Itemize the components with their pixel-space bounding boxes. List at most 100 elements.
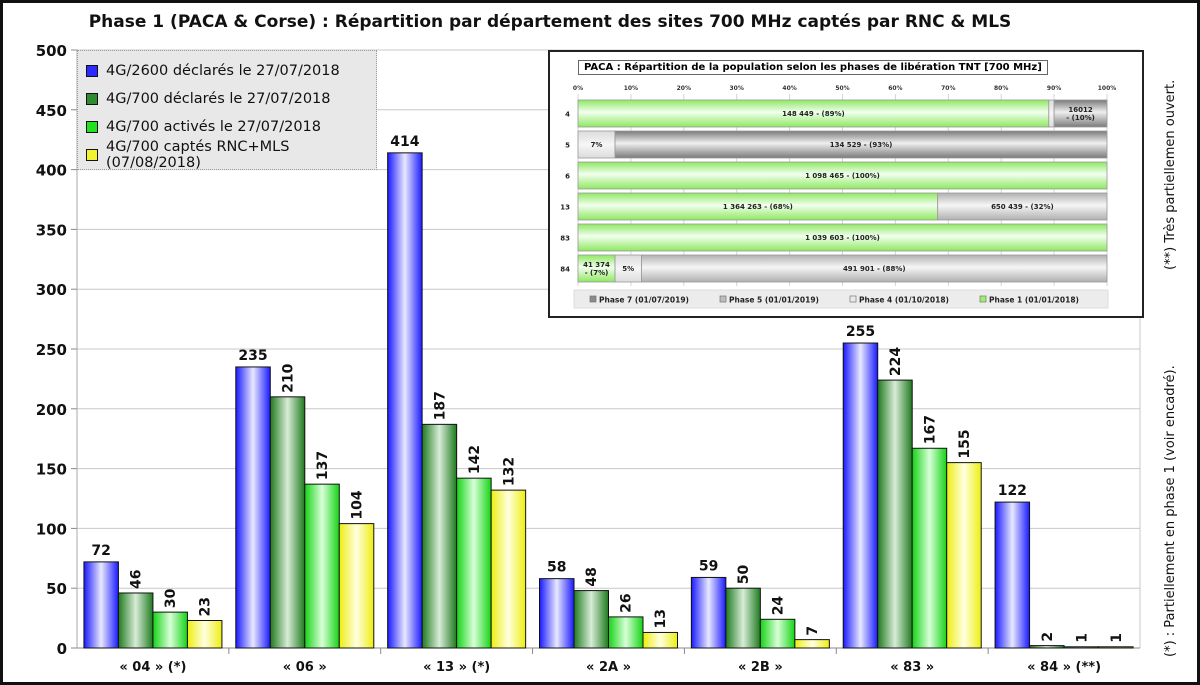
bar-darkgreen (421, 423, 458, 649)
y-tick-label: 500 (36, 42, 67, 60)
bar-blue (690, 576, 727, 649)
inset-segment-label-line: 491 901 - (88%) (843, 265, 906, 273)
inset-category-label: 5 (565, 142, 570, 150)
bar-green (304, 483, 340, 649)
data-label: 132 (501, 457, 517, 486)
inset-segment-label: 134 529 - (93%) (830, 141, 893, 149)
inset-segment-label: 1 098 465 - (100%) (805, 172, 880, 180)
inset-labels: 4 148 449 - (89%) 16012- (10%) 5 7% 134 529 -… (560, 106, 1095, 277)
inset-segment-label-line: - (7%) (585, 269, 609, 277)
bar-green (608, 616, 644, 649)
legend-swatch-green (86, 121, 98, 133)
inset-bar-segment (577, 99, 1050, 128)
bar-blue (83, 561, 119, 649)
inset-x-tick-label: 60% (888, 85, 902, 92)
legend-label: 4G/2600 déclarés le 27/07/2018 (106, 63, 340, 79)
data-label: 224 (888, 347, 904, 376)
data-label: 414 (390, 134, 419, 150)
legend-label: 4G/700 activés le 27/07/2018 (106, 119, 322, 135)
inset-x-tick-label: 20% (677, 85, 691, 92)
inset-category-label: 84 (560, 266, 570, 274)
inset-bar-segment (577, 161, 1108, 190)
x-tick-label: « 84 » (**) (1027, 660, 1101, 675)
y-tick-label: 400 (36, 162, 67, 180)
data-label: 23 (198, 597, 214, 616)
data-label: 167 (922, 415, 938, 444)
data-label: 13 (653, 609, 669, 628)
data-label: 137 (315, 451, 331, 480)
legend-swatch-yellow (86, 149, 98, 161)
x-tick-label: « 04 » (*) (119, 660, 186, 675)
inset-segment-label-line: 41 374 (583, 261, 610, 269)
inset-bar-segment (614, 130, 1108, 159)
inset-bar-segment (577, 223, 1108, 252)
bars (83, 152, 1134, 649)
x-tick-label: « 2B » (738, 660, 783, 675)
data-label: 2 (1040, 632, 1056, 642)
inset-segment-label: 1 364 263 - (68%) (723, 203, 793, 211)
x-tick-label: « 06 » (283, 660, 327, 675)
inset-segment-label: 16012- (10%) (1066, 106, 1095, 122)
inset-bar-segment (1053, 99, 1108, 128)
y-tick-label: 100 (36, 520, 67, 538)
bar-yellow (186, 619, 223, 649)
legend-item: 4G/700 déclarés le 27/07/2018 (86, 85, 376, 113)
data-label: 1 (1109, 633, 1125, 643)
data-label: 255 (846, 324, 875, 340)
data-label: 72 (91, 543, 110, 559)
bar-blue (387, 152, 423, 649)
inset-bar-segment (577, 192, 939, 221)
data-label: 104 (350, 490, 366, 519)
data-label: 58 (547, 560, 566, 576)
legend-label: 4G/700 déclarés le 27/07/2018 (106, 91, 331, 107)
bar-darkgreen (877, 379, 913, 649)
inset-legend-box (573, 289, 1109, 309)
inset-segment-label-line: 1 039 603 - (100%) (805, 234, 880, 242)
bar-yellow (490, 489, 527, 649)
inset-legend-label: Phase 7 (01/07/2019) (599, 296, 689, 305)
y-tick-label: 250 (36, 341, 67, 359)
inset-bar-segment (1048, 99, 1055, 128)
inset-bars (577, 99, 1108, 283)
inset-bar-segment (641, 254, 1108, 283)
inset-legend-label: Phase 1 (01/01/2018) (989, 296, 1079, 305)
bar-blue (539, 578, 575, 649)
inset-bar-segment (577, 130, 616, 159)
inset-segment-label: 7% (591, 141, 603, 149)
inset-category-label: 4 (565, 111, 570, 119)
bar-darkgreen (1029, 645, 1065, 649)
legend-item: 4G/700 captés RNC+MLS (07/08/2018) (86, 139, 376, 171)
inset-population-chart: PACA : Répartition de la population selo… (548, 50, 1144, 318)
data-label: 187 (432, 391, 448, 420)
inset-segment-label-line: 650 439 - (32%) (991, 203, 1054, 211)
inset-category-label: 6 (565, 173, 570, 181)
bar-yellow (642, 631, 678, 649)
data-label: 24 (771, 596, 787, 616)
inset-segment-label: 1 039 603 - (100%) (805, 234, 880, 242)
inset-legend-swatch (979, 295, 987, 303)
chart-title: Phase 1 (PACA & Corse) : Répartition par… (88, 12, 1012, 32)
inset-segment-label-line: 134 529 - (93%) (830, 141, 893, 149)
data-label: 48 (584, 567, 600, 586)
data-label: 30 (163, 588, 179, 608)
y-tick-label: 50 (46, 580, 67, 598)
bar-green (911, 447, 948, 649)
inset-x-tick-label: 0% (573, 85, 583, 92)
data-label: 122 (998, 483, 1027, 499)
legend-swatch-darkgreen (86, 93, 98, 105)
y-tick-label: 300 (36, 281, 67, 299)
data-label: 155 (957, 429, 973, 458)
inset-bar-segment (937, 192, 1108, 221)
inset-legend: Phase 7 (01/07/2019) Phase 5 (01/01/2019)… (573, 289, 1109, 309)
bar-darkgreen (573, 590, 609, 649)
legend-item: 4G/700 activés le 27/07/2018 (86, 113, 376, 141)
inset-segment-label-line: 1 098 465 - (100%) (805, 172, 880, 180)
inset-segment-label-line: 5% (622, 265, 634, 273)
bar-green (759, 618, 796, 649)
inset-stacked-bar-chart: 0% 10% 20% 30% 40% 50% 60% 70% 80% 90% 100% 4 148 4… (560, 85, 1116, 309)
inset-x-tick-label: 90% (1047, 85, 1061, 92)
bar-darkgreen (725, 587, 761, 649)
bar-blue (994, 501, 1031, 649)
bar-green (456, 477, 492, 649)
inset-x-tick-label: 50% (835, 85, 849, 92)
